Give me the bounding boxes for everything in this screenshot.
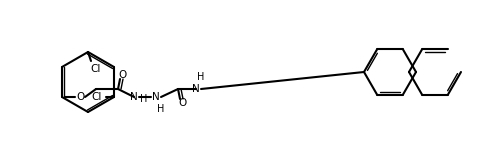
Text: O: O bbox=[76, 92, 84, 102]
Text: H: H bbox=[140, 94, 147, 104]
Text: O: O bbox=[118, 70, 126, 80]
Text: N: N bbox=[130, 92, 138, 102]
Text: O: O bbox=[178, 98, 186, 108]
Text: Cl: Cl bbox=[92, 92, 102, 102]
Text: N: N bbox=[152, 92, 160, 102]
Text: H: H bbox=[157, 104, 164, 114]
Text: Cl: Cl bbox=[90, 64, 100, 74]
Text: N: N bbox=[192, 84, 200, 94]
Text: H: H bbox=[197, 72, 205, 82]
